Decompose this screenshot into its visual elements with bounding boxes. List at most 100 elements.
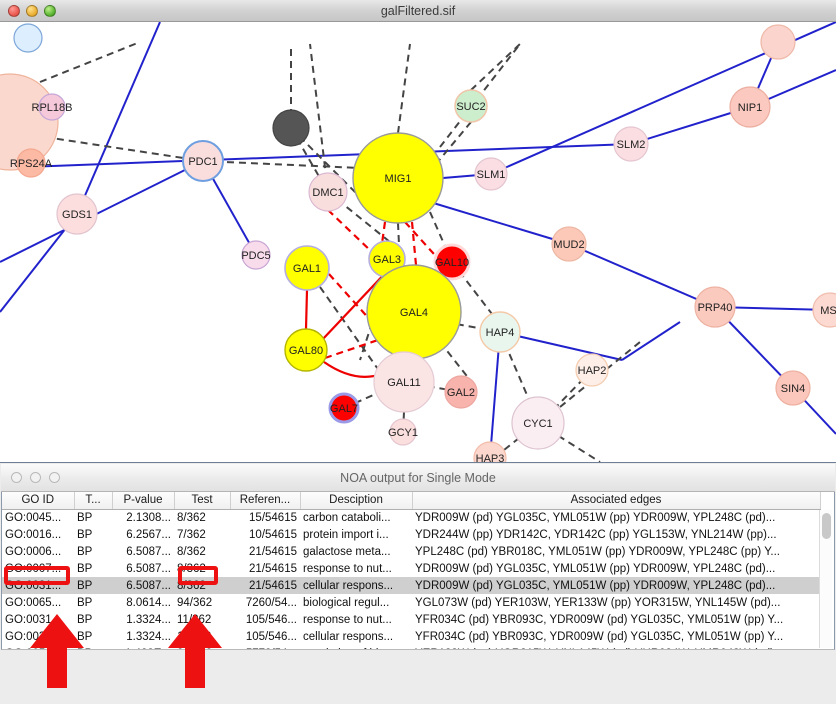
table-vertical-scrollbar[interactable] (819, 510, 832, 648)
column-header-p-value[interactable]: P-value (112, 492, 175, 510)
node-circle[interactable] (479, 311, 521, 353)
node-circle[interactable] (812, 292, 836, 328)
network-node-gal10[interactable]: GAL10 (433, 243, 471, 281)
node-circle[interactable] (272, 109, 310, 147)
edge-pd (429, 211, 453, 263)
column-header-test[interactable]: Test (174, 492, 231, 510)
network-node-gcy1[interactable]: GCY1 (388, 418, 418, 446)
network-node-rpl18b[interactable]: RPL18B (32, 93, 73, 121)
network-node-pdc1[interactable]: PDC1 (182, 140, 224, 182)
network-node-hap4[interactable]: HAP4 (479, 311, 521, 353)
node-circle[interactable] (575, 353, 609, 387)
network-node-cyc1[interactable]: CYC1 (511, 396, 565, 450)
node-circle[interactable] (56, 193, 98, 235)
network-node-gal1[interactable]: GAL1 (284, 245, 330, 291)
network-node-gal80[interactable]: GAL80 (284, 328, 328, 372)
node-circle[interactable] (13, 23, 43, 53)
network-node-msi[interactable]: MSI (812, 292, 836, 328)
noa-results-table[interactable]: GO ID T... P-value Test Referen... Desci… (2, 492, 821, 650)
network-node-pdc5[interactable]: PDC5 (241, 240, 271, 270)
network-node-gal7[interactable]: GAL7 (328, 392, 360, 424)
node-label: GAL10 (435, 257, 469, 269)
node-circle[interactable] (473, 441, 507, 462)
network-node-mig1[interactable]: MIG1 (352, 132, 444, 224)
table-row[interactable]: GO:0065... BP 8.0614... 94/362 7260/54... bio… (2, 594, 820, 611)
cell-type: BP (77, 596, 93, 609)
minimize-icon[interactable] (26, 4, 38, 17)
column-header-type[interactable]: T... (74, 492, 113, 510)
network-node-gal11[interactable]: GAL11 (373, 351, 435, 413)
node-circle[interactable] (389, 418, 417, 446)
cell-desciption: response to nut... (303, 562, 392, 575)
node-circle[interactable] (16, 148, 46, 178)
noa-minimize-icon[interactable] (30, 472, 41, 483)
network-node-suc2[interactable]: SUC2 (454, 89, 488, 123)
network-graph[interactable]: RPL18B RPS24A GDS1 PDC1 PDC5 SUC2 DMC1 MIG1 SLM1… (0, 22, 836, 462)
network-node-hap3[interactable]: HAP3 (473, 441, 507, 462)
node-circle[interactable] (474, 157, 508, 191)
node-circle[interactable] (729, 86, 771, 128)
noa-zoom-icon[interactable] (49, 472, 60, 483)
network-node-prp40[interactable]: PRP40 (694, 286, 736, 328)
network-node-gal4[interactable]: GAL4 (366, 264, 462, 360)
node-circle[interactable] (694, 286, 736, 328)
column-header-go-id[interactable]: GO ID (2, 492, 75, 510)
column-header-assoc-edges[interactable]: Associated edges (412, 492, 821, 510)
node-circle[interactable] (551, 226, 587, 262)
node-circle[interactable] (352, 132, 444, 224)
network-node-mud2[interactable]: MUD2 (551, 226, 587, 262)
node-circle[interactable] (760, 24, 796, 60)
edge-pp (0, 213, 78, 313)
cell-reference: 21/54615 (249, 545, 297, 558)
table-row[interactable]: GO:0007... BP 6.5087... 8/362 21/54615 respon… (2, 560, 820, 577)
network-node-gds1[interactable]: GDS1 (56, 193, 98, 235)
table-row[interactable]: GO:0006... BP 6.5087... 8/362 21/54615 galact… (2, 543, 820, 560)
network-node[interactable] (272, 109, 310, 147)
node-circle[interactable] (444, 375, 478, 409)
network-node-slm2[interactable]: SLM2 (613, 126, 649, 162)
column-header-reference[interactable]: Referen... (230, 492, 301, 510)
node-circle[interactable] (328, 392, 360, 424)
network-node-gal2[interactable]: GAL2 (444, 375, 478, 409)
noa-table-body[interactable]: GO:0045... BP 2.1308... 8/362 15/54615 carbon… (2, 509, 820, 650)
zoom-icon[interactable] (44, 4, 56, 17)
table-row[interactable]: GO:0031... BP 1.3324... 11/362 105/546... cel… (2, 628, 820, 645)
node-circle[interactable] (284, 245, 330, 291)
node-circle[interactable] (284, 328, 328, 372)
network-node-slm1[interactable]: SLM1 (474, 157, 508, 191)
node-circle[interactable] (511, 396, 565, 450)
network-node[interactable] (13, 23, 43, 53)
network-node-hap2[interactable]: HAP2 (575, 353, 609, 387)
node-label: SUC2 (456, 101, 485, 113)
noa-close-icon[interactable] (11, 472, 22, 483)
node-circle[interactable] (613, 126, 649, 162)
node-circle[interactable] (241, 240, 271, 270)
table-row[interactable]: GO:0045... BP 2.1308... 8/362 15/54615 carbon… (2, 509, 820, 526)
cell-test: 80/362 (174, 645, 230, 650)
network-node-nip1[interactable]: NIP1 (729, 86, 771, 128)
noa-results-table-container[interactable]: GO ID T... P-value Test Referen... Desci… (1, 492, 835, 650)
node-circle[interactable] (373, 351, 435, 413)
window-traffic-lights (8, 4, 56, 17)
column-header-desciption[interactable]: Desciption (300, 492, 413, 510)
table-row[interactable]: GO:0031... BP 1.3324... 11/362 105/546... res… (2, 611, 820, 628)
node-circle[interactable] (38, 93, 66, 121)
table-row[interactable]: GO:0031... BP 6.5087... 8/362 21/54615 cellul… (2, 577, 820, 594)
node-circle[interactable] (182, 140, 224, 182)
network-node-dmc1[interactable]: DMC1 (308, 172, 348, 212)
cell-reference: 21/54615 (230, 577, 300, 594)
scrollbar-thumb[interactable] (822, 513, 831, 539)
network-nodes[interactable]: RPL18B RPS24A GDS1 PDC1 PDC5 SUC2 DMC1 MIG1 SLM1… (0, 23, 836, 462)
network-node-sin4[interactable]: SIN4 (775, 370, 811, 406)
node-circle[interactable] (454, 89, 488, 123)
table-row[interactable]: GO:0050...BP1.428E...80/3625778/54...reg… (2, 645, 820, 650)
close-icon[interactable] (8, 4, 20, 17)
node-circle[interactable] (433, 243, 471, 281)
network-canvas[interactable]: RPL18B RPS24A GDS1 PDC1 PDC5 SUC2 DMC1 MIG1 SLM1… (0, 22, 836, 462)
table-row[interactable]: GO:0016... BP 6.2567... 7/362 10/54615 protei… (2, 526, 820, 543)
node-circle[interactable] (308, 172, 348, 212)
network-node[interactable] (760, 24, 796, 60)
node-circle[interactable] (775, 370, 811, 406)
network-node-rps24a[interactable]: RPS24A (10, 148, 53, 178)
table-header-row: GO ID T... P-value Test Referen... Desci… (2, 492, 821, 510)
